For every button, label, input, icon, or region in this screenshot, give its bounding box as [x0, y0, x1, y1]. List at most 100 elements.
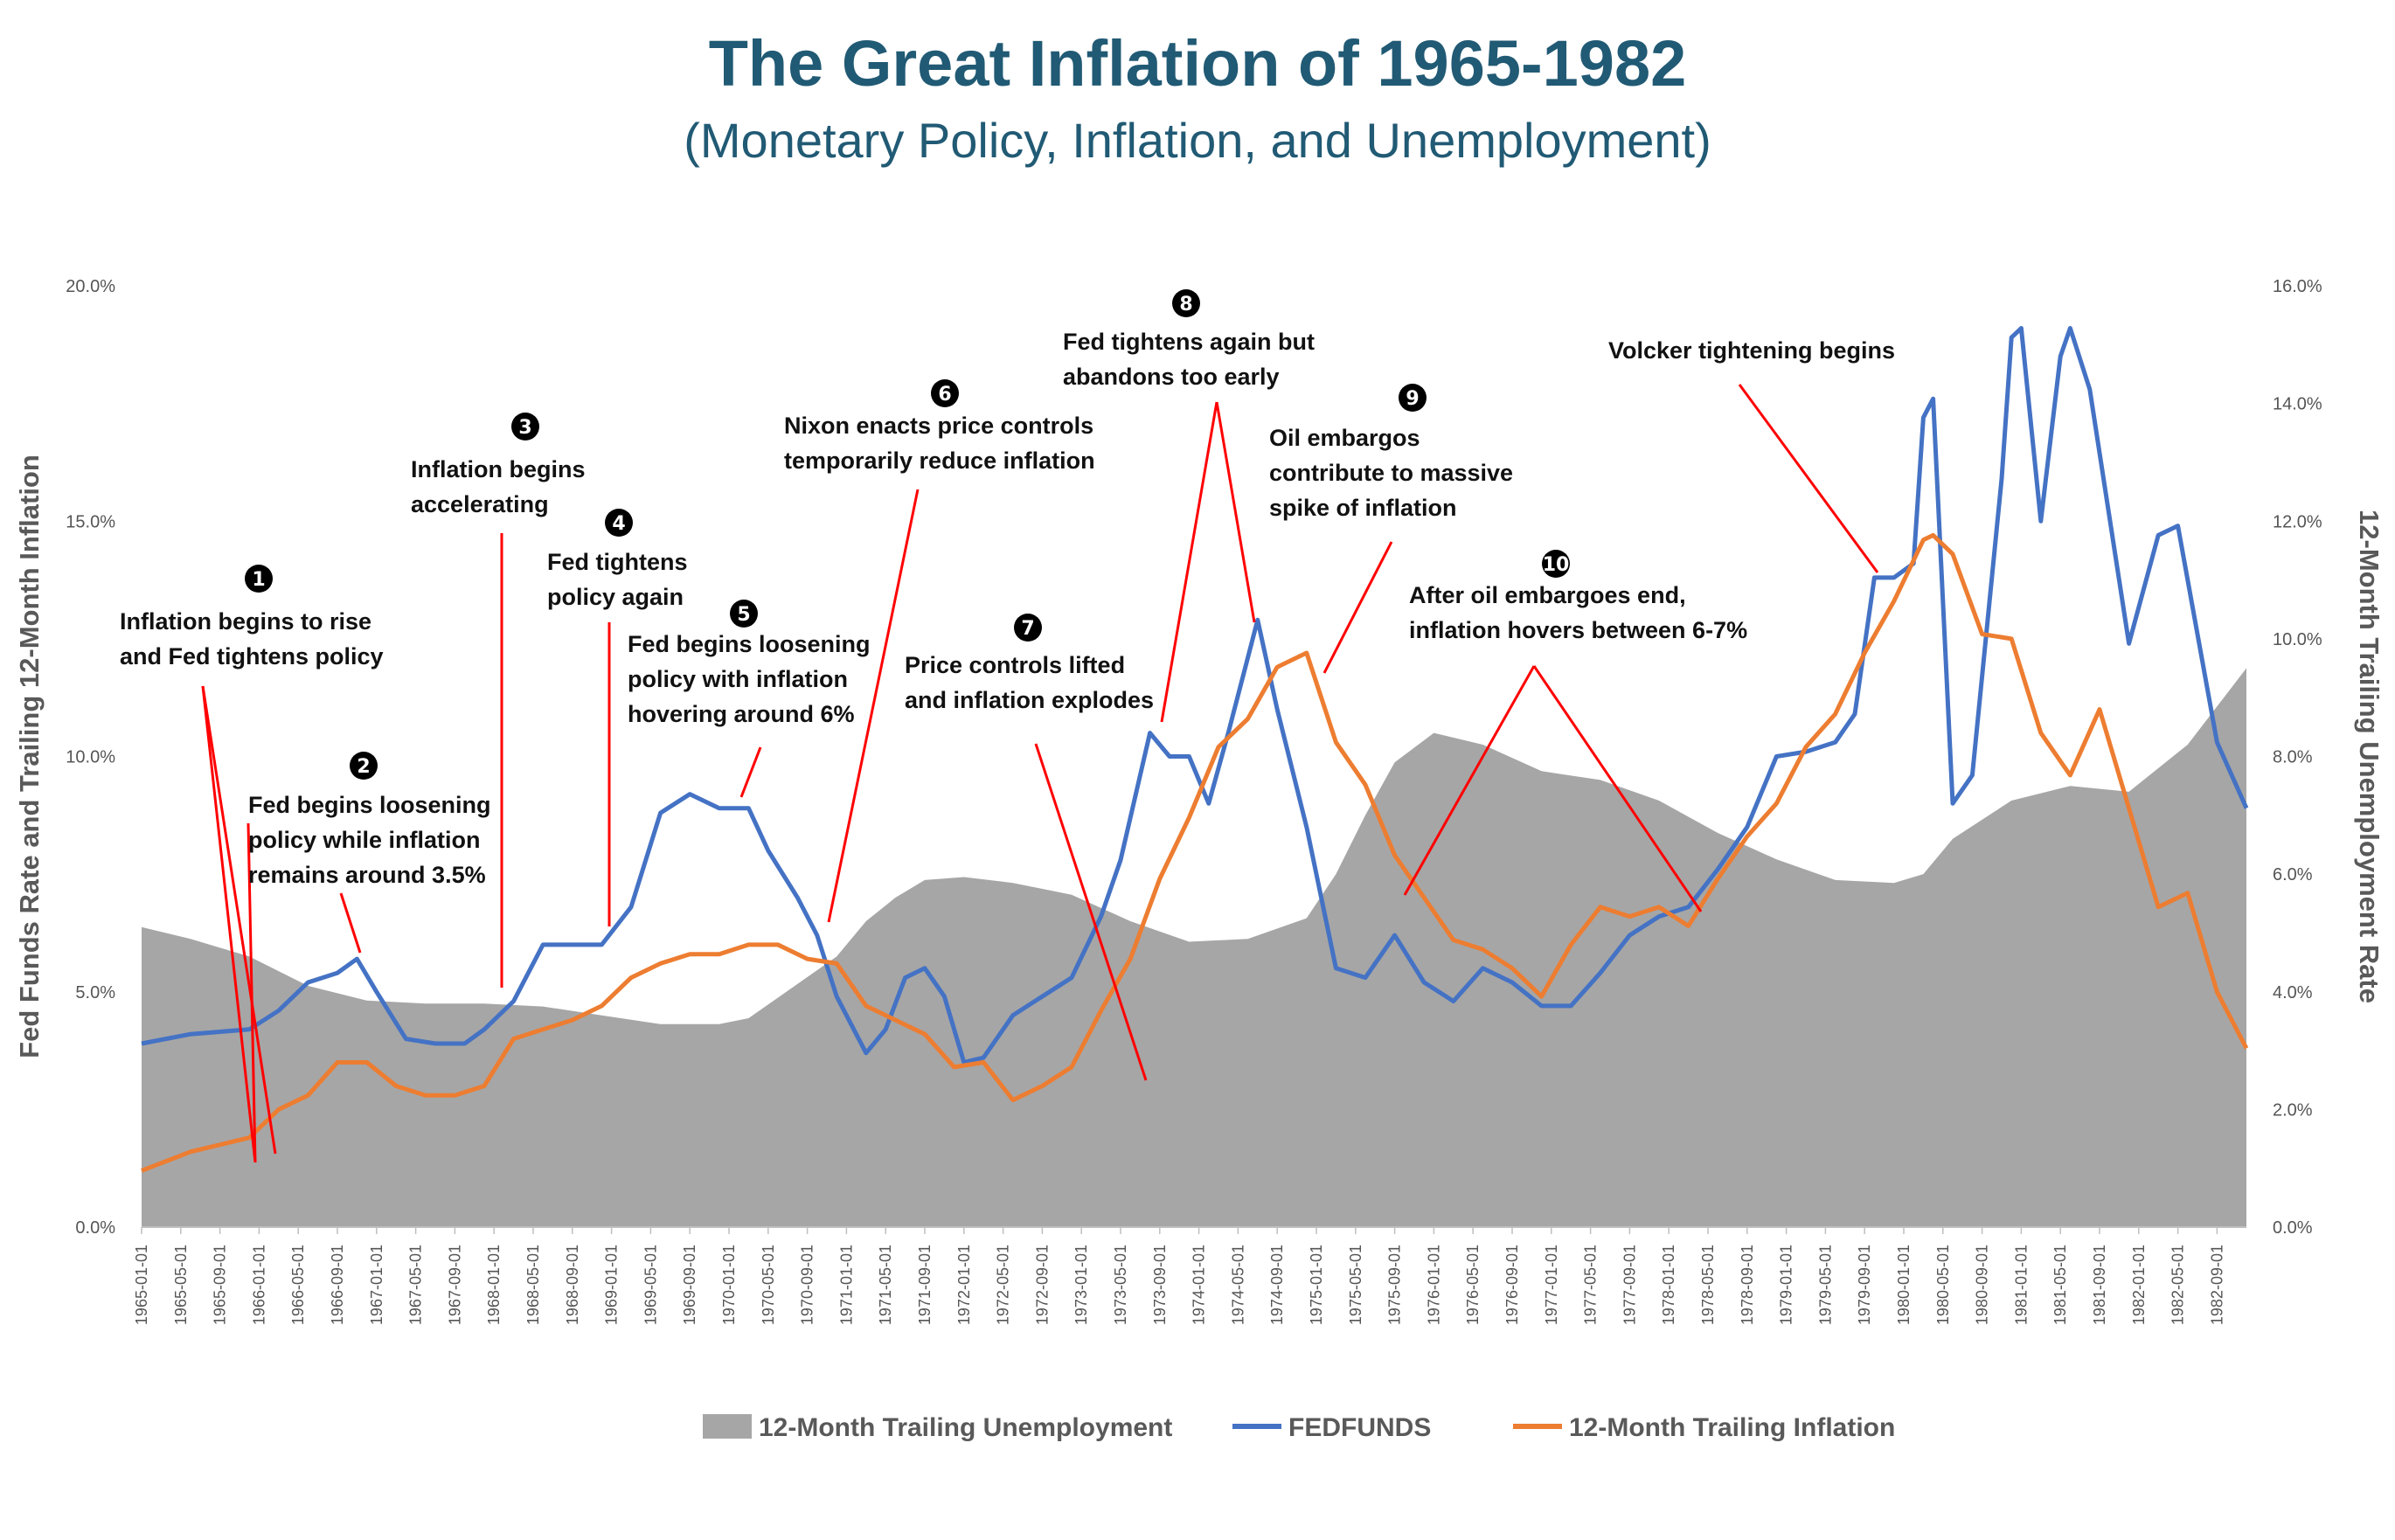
y-tick-label: 5.0%: [75, 983, 115, 1002]
x-tick-label: 1965-09-01: [212, 1245, 229, 1325]
x-tick-label: 1973-09-01: [1151, 1245, 1169, 1325]
x-tick-label: 1968-09-01: [564, 1245, 581, 1325]
annotation-pointer-line: [739, 746, 762, 798]
annotation-pointer-line: [1322, 541, 1393, 674]
series-inflation-line: [141, 532, 2249, 1173]
x-tick-label: 1971-05-01: [877, 1245, 894, 1325]
x-tick-label: 1967-05-01: [407, 1245, 425, 1325]
x-tick-label: 1974-09-01: [1268, 1245, 1286, 1325]
annotation-number-badge: [245, 565, 273, 593]
series-unemployment-area: [142, 668, 2246, 1227]
x-tick-label: 1969-05-01: [642, 1245, 659, 1325]
y-tick-label: 0.0%: [75, 1218, 115, 1238]
annotation-text-line: hovering around 6%: [628, 701, 855, 727]
x-tick-label: 1969-01-01: [603, 1245, 621, 1325]
legend-layer: 12-Month Trailing Unemployment FEDFUNDS 12…: [703, 1413, 1895, 1442]
x-tick-label: 1980-09-01: [1974, 1245, 1991, 1325]
x-tick-label: 1975-05-01: [1347, 1245, 1364, 1325]
annotation-text-line: contribute to massive: [1269, 460, 1513, 486]
x-tick-label: 1971-09-01: [916, 1245, 934, 1325]
annotation-pointer-line: [1738, 384, 1879, 573]
annotation-pointer-line: [827, 489, 920, 923]
x-tick-label: 1972-05-01: [995, 1245, 1012, 1325]
annotation-number: 3: [518, 417, 531, 439]
x-tick-label: 1977-09-01: [1621, 1245, 1638, 1325]
annotation-text-line: remains around 3.5%: [248, 862, 486, 888]
annotation-text-line: Price controls lifted: [905, 652, 1125, 678]
y-axis-title: Fed Funds Rate and Trailing 12-Month Inf…: [14, 454, 45, 1058]
annotation-text-line: After oil embargoes end,: [1409, 582, 1686, 608]
x-tick-label: 1982-05-01: [2169, 1245, 2187, 1325]
legend-label: 12-Month Trailing Unemployment: [759, 1413, 1172, 1442]
annotation-text-line: Inflation begins: [411, 456, 586, 482]
x-tick-label: 1979-09-01: [1856, 1245, 1873, 1325]
annotation-text-line: Fed begins loosening: [248, 792, 491, 818]
annotation-text-line: Inflation begins to rise: [120, 608, 371, 635]
annotation-number: 2: [357, 756, 370, 778]
x-tick-label: 1977-01-01: [1543, 1245, 1560, 1325]
x-tick-label: 1975-01-01: [1308, 1245, 1325, 1325]
x-tick-label: 1975-09-01: [1386, 1245, 1404, 1325]
annotation-text-line: spike of inflation: [1269, 495, 1457, 521]
annotation-text-line: and Fed tightens policy: [120, 643, 384, 669]
annotation-text-line: Fed tightens again but: [1063, 329, 1315, 355]
series-lines-layer: [141, 326, 2249, 1173]
annotation-number-badge: [1542, 550, 1570, 578]
x-tick-label: 1970-05-01: [760, 1245, 777, 1325]
annotation-number-badge: [931, 379, 959, 407]
x-tick-label: 1976-09-01: [1503, 1245, 1521, 1325]
annotation-text-line: Fed tightens: [547, 549, 688, 575]
annotation-pointer-line: [1215, 401, 1256, 623]
annotation-number-badge: [511, 413, 539, 440]
annotation-text-line: Volcker tightening begins: [1608, 337, 1895, 364]
x-tick-label: 1969-09-01: [681, 1245, 698, 1325]
annotation-pointer-line: [1403, 665, 1536, 896]
legend-label: FEDFUNDS: [1288, 1413, 1431, 1442]
y2-tick-label: 2.0%: [2273, 1100, 2313, 1120]
annotation-pointer-line: [201, 685, 257, 1163]
x-tick-label: 1966-09-01: [329, 1245, 346, 1325]
x-tick-label: 1965-01-01: [133, 1245, 150, 1325]
y-tick-label: 20.0%: [66, 277, 115, 296]
annotation-text-line: abandons too early: [1063, 364, 1280, 390]
annotation-number: 10: [1543, 554, 1570, 576]
chart-subtitle: (Monetary Policy, Inflation, and Unemplo…: [684, 113, 1711, 168]
x-tick-label: 1967-01-01: [368, 1245, 385, 1325]
annotation-text-line: policy with inflation: [628, 666, 848, 692]
x-tick-label: 1966-01-01: [250, 1245, 267, 1325]
annotation-number-badge: [730, 600, 758, 628]
x-tick-label: 1965-05-01: [172, 1245, 190, 1325]
x-tick-label: 1979-01-01: [1778, 1245, 1795, 1325]
annotation-text-line: and inflation explodes: [905, 687, 1154, 713]
y2-tick-label: 14.0%: [2273, 395, 2322, 414]
y2-tick-label: 0.0%: [2273, 1218, 2313, 1238]
annotation-pointer-line: [246, 822, 257, 1163]
x-tick-label: 1970-01-01: [720, 1245, 738, 1325]
annotation-pointer-line: [339, 892, 362, 954]
annotation-text-line: accelerating: [411, 491, 549, 517]
x-tick-label: 1979-05-01: [1816, 1245, 1834, 1325]
legend-label: 12-Month Trailing Inflation: [1569, 1413, 1895, 1442]
y2-tick-label: 16.0%: [2273, 277, 2322, 296]
annotation-text-line: policy again: [547, 584, 684, 610]
x-tick-label: 1981-09-01: [2091, 1245, 2108, 1325]
y-tick-label: 15.0%: [66, 512, 115, 531]
annotation-number: 8: [1179, 294, 1192, 316]
annotation-number-badge: [1014, 614, 1042, 642]
y2-axis-title: 12-Month Trailing Unemployment Rate: [2354, 510, 2385, 1003]
x-tick-label: 1968-01-01: [485, 1245, 503, 1325]
annotation-pointer-line: [1532, 665, 1703, 912]
x-tick-label: 1974-01-01: [1191, 1245, 1208, 1325]
annotation-number-badge: [1399, 384, 1427, 412]
annotation-number: 5: [737, 604, 750, 626]
x-tick-label: 1976-01-01: [1425, 1245, 1442, 1325]
annotation-number-badge: [350, 752, 378, 780]
annotation-text-line: temporarily reduce inflation: [784, 447, 1095, 474]
x-tick-label: 1978-05-01: [1699, 1245, 1717, 1325]
annotation-number: 4: [612, 513, 625, 535]
annotation-text-line: Nixon enacts price controls: [784, 413, 1093, 439]
x-tick-label: 1981-01-01: [2012, 1245, 2030, 1325]
x-tick-label: 1982-09-01: [2208, 1245, 2225, 1325]
unemployment-area-layer: [142, 668, 2246, 1227]
